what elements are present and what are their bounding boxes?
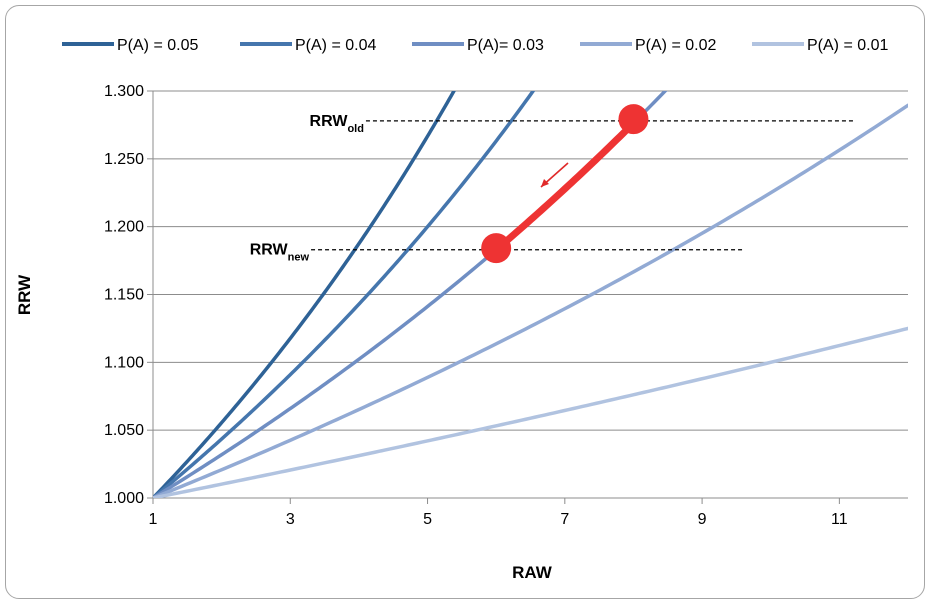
legend: P(A) = 0.05 P(A) = 0.04 P(A)= 0.03 P(A) = 0… [62, 37, 888, 54]
grid-lines [152, 90, 908, 499]
transition-segment [492, 119, 637, 254]
series-line [153, 91, 668, 498]
x-tick-label: 3 [286, 511, 295, 528]
annotations: RRWold RRWnew [250, 104, 854, 264]
y-tick-label: 1.250 [104, 151, 144, 168]
new-point-marker [481, 233, 512, 264]
x-tick-label: 9 [698, 511, 707, 528]
legend-label: P(A) = 0.05 [117, 37, 198, 54]
y-tick-label: 1.150 [104, 287, 144, 304]
legend-label: P(A) = 0.04 [295, 37, 376, 54]
y-tick-label: 1.000 [104, 490, 144, 507]
x-tick-label: 1 [149, 511, 158, 528]
x-axis-title: RAW [512, 563, 553, 582]
y-tick-label: 1.050 [104, 422, 144, 439]
y-tick-label: 1.100 [104, 354, 144, 371]
x-tick-label: 5 [423, 511, 432, 528]
series-line [153, 91, 536, 498]
old-point-marker [618, 104, 649, 135]
legend-label: P(A)= 0.03 [467, 37, 544, 54]
legend-label: P(A) = 0.01 [807, 37, 888, 54]
x-axis-ticks: 1 3 5 7 9 11 [149, 498, 848, 528]
chart-frame [5, 5, 925, 599]
series-line [153, 91, 456, 498]
x-tick-label: 7 [560, 511, 569, 528]
reference-label: RRWnew [250, 242, 310, 264]
y-axis-ticks: 1.000 1.050 1.100 1.150 1.200 1.250 1.300 [104, 83, 153, 507]
legend-label: P(A) = 0.02 [635, 37, 716, 54]
series-line [153, 103, 908, 498]
y-axis-title: RRW [15, 274, 34, 315]
series-lines [153, 91, 908, 498]
direction-arrow-head [541, 179, 549, 187]
reference-label: RRWold [310, 113, 364, 135]
y-tick-label: 1.200 [104, 219, 144, 236]
series-line [153, 326, 908, 498]
x-tick-label: 11 [831, 511, 848, 528]
y-tick-label: 1.300 [104, 83, 144, 100]
